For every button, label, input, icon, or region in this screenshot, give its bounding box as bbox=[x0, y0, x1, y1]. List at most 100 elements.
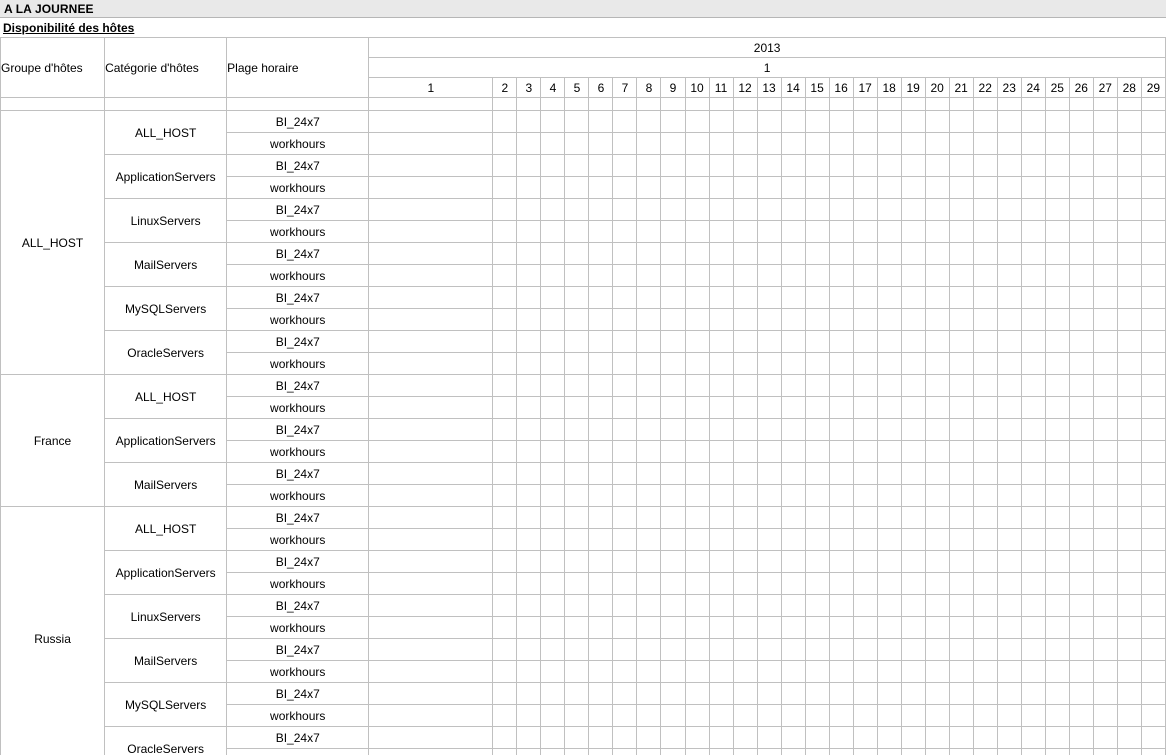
availability-cell-available[interactable] bbox=[540, 264, 566, 287]
availability-cell-available[interactable] bbox=[876, 572, 902, 595]
availability-cell-available[interactable] bbox=[492, 352, 518, 375]
availability-cell-available[interactable] bbox=[516, 726, 542, 749]
availability-cell-available[interactable] bbox=[368, 682, 494, 705]
availability-cell-available[interactable] bbox=[852, 110, 878, 133]
availability-cell-unavailable[interactable] bbox=[564, 506, 590, 529]
availability-cell-available[interactable] bbox=[924, 242, 950, 265]
availability-cell-unavailable[interactable] bbox=[588, 704, 614, 727]
availability-cell-available[interactable] bbox=[684, 660, 710, 683]
availability-cell-unavailable[interactable] bbox=[996, 528, 1022, 551]
availability-cell-available[interactable] bbox=[900, 638, 926, 661]
time-range-label[interactable]: workhours bbox=[226, 528, 370, 551]
availability-cell-available[interactable] bbox=[972, 330, 998, 353]
availability-cell-unavailable[interactable] bbox=[1092, 352, 1118, 375]
availability-cell-available[interactable] bbox=[900, 286, 926, 309]
availability-cell-available[interactable] bbox=[852, 528, 878, 551]
availability-cell-unavailable[interactable] bbox=[368, 132, 494, 155]
availability-cell-unavailable[interactable] bbox=[996, 748, 1022, 755]
availability-cell-unavailable[interactable] bbox=[540, 110, 566, 133]
availability-cell-available[interactable] bbox=[708, 748, 734, 755]
availability-cell-unavailable[interactable] bbox=[1140, 396, 1166, 419]
availability-cell-unavailable[interactable] bbox=[1140, 462, 1166, 485]
availability-cell-unavailable[interactable] bbox=[1044, 506, 1070, 529]
availability-cell-available[interactable] bbox=[828, 264, 854, 287]
availability-cell-available[interactable] bbox=[780, 242, 806, 265]
availability-cell-available[interactable] bbox=[900, 198, 926, 221]
availability-cell-available[interactable] bbox=[828, 638, 854, 661]
availability-cell-available[interactable] bbox=[756, 330, 782, 353]
availability-cell-available[interactable] bbox=[636, 286, 662, 309]
availability-cell-unavailable[interactable] bbox=[996, 242, 1022, 265]
availability-cell-available[interactable] bbox=[588, 286, 614, 309]
availability-cell-available[interactable] bbox=[612, 198, 638, 221]
availability-cell-unavailable[interactable] bbox=[1020, 726, 1046, 749]
availability-cell-available[interactable] bbox=[804, 418, 830, 441]
availability-cell-available[interactable] bbox=[804, 110, 830, 133]
availability-cell-available[interactable] bbox=[564, 550, 590, 573]
availability-cell-available[interactable] bbox=[900, 726, 926, 749]
availability-cell-available[interactable] bbox=[972, 440, 998, 463]
availability-cell-available[interactable] bbox=[852, 418, 878, 441]
availability-cell-unavailable[interactable] bbox=[924, 616, 950, 639]
availability-cell-available[interactable] bbox=[780, 638, 806, 661]
availability-cell-unavailable[interactable] bbox=[1068, 748, 1094, 755]
availability-cell-unavailable[interactable] bbox=[900, 484, 926, 507]
availability-cell-unavailable[interactable] bbox=[996, 572, 1022, 595]
availability-cell-unavailable[interactable] bbox=[564, 352, 590, 375]
availability-cell-unavailable[interactable] bbox=[1116, 264, 1142, 287]
availability-cell-available[interactable] bbox=[948, 198, 974, 221]
availability-cell-available[interactable] bbox=[588, 550, 614, 573]
availability-cell-available[interactable] bbox=[708, 352, 734, 375]
time-range-label[interactable]: BI_24x7 bbox=[226, 594, 370, 617]
availability-cell-unavailable[interactable] bbox=[756, 484, 782, 507]
availability-cell-available[interactable] bbox=[732, 198, 758, 221]
availability-cell-unavailable[interactable] bbox=[1116, 748, 1142, 755]
availability-cell-unavailable[interactable] bbox=[996, 330, 1022, 353]
availability-cell-available[interactable] bbox=[540, 286, 566, 309]
availability-cell-available[interactable] bbox=[612, 330, 638, 353]
availability-cell-available[interactable] bbox=[540, 748, 566, 755]
availability-cell-unavailable[interactable] bbox=[996, 484, 1022, 507]
time-range-label[interactable]: workhours bbox=[226, 308, 370, 331]
availability-cell-unavailable[interactable] bbox=[1116, 132, 1142, 155]
availability-cell-available[interactable] bbox=[852, 154, 878, 177]
availability-cell-available[interactable] bbox=[492, 484, 518, 507]
availability-cell-unavailable[interactable] bbox=[1140, 374, 1166, 397]
availability-cell-unavailable[interactable] bbox=[996, 660, 1022, 683]
availability-cell-available[interactable] bbox=[828, 572, 854, 595]
availability-cell-unavailable[interactable] bbox=[1092, 550, 1118, 573]
availability-cell-available[interactable] bbox=[780, 572, 806, 595]
availability-cell-available[interactable] bbox=[876, 440, 902, 463]
availability-cell-available[interactable] bbox=[368, 616, 494, 639]
availability-cell-unavailable[interactable] bbox=[564, 616, 590, 639]
availability-cell-available[interactable] bbox=[876, 308, 902, 331]
availability-cell-available[interactable] bbox=[708, 528, 734, 551]
availability-cell-available[interactable] bbox=[564, 198, 590, 221]
availability-cell-unavailable[interactable] bbox=[756, 264, 782, 287]
availability-cell-unavailable[interactable] bbox=[1116, 396, 1142, 419]
availability-cell-unavailable[interactable] bbox=[588, 660, 614, 683]
availability-cell-available[interactable] bbox=[828, 286, 854, 309]
availability-cell-unavailable[interactable] bbox=[1140, 528, 1166, 551]
availability-cell-unavailable[interactable] bbox=[612, 506, 638, 529]
availability-cell-unavailable[interactable] bbox=[1116, 528, 1142, 551]
availability-cell-unavailable[interactable] bbox=[900, 264, 926, 287]
availability-cell-unavailable[interactable] bbox=[732, 616, 758, 639]
time-range-label[interactable]: BI_24x7 bbox=[226, 550, 370, 573]
availability-cell-available[interactable] bbox=[612, 572, 638, 595]
availability-cell-unavailable[interactable] bbox=[564, 176, 590, 199]
availability-cell-available[interactable] bbox=[852, 264, 878, 287]
availability-cell-available[interactable] bbox=[780, 330, 806, 353]
availability-cell-unavailable[interactable] bbox=[1140, 308, 1166, 331]
time-range-label[interactable]: BI_24x7 bbox=[226, 506, 370, 529]
availability-cell-unavailable[interactable] bbox=[1116, 418, 1142, 441]
availability-cell-available[interactable] bbox=[972, 176, 998, 199]
host-category-label[interactable]: MailServers bbox=[104, 242, 228, 287]
availability-cell-available[interactable] bbox=[636, 418, 662, 441]
availability-cell-unavailable[interactable] bbox=[660, 726, 686, 749]
availability-cell-available[interactable] bbox=[708, 110, 734, 133]
availability-cell-unavailable[interactable] bbox=[900, 616, 926, 639]
availability-cell-available[interactable] bbox=[612, 418, 638, 441]
availability-cell-available[interactable] bbox=[612, 616, 638, 639]
availability-cell-available[interactable] bbox=[804, 176, 830, 199]
